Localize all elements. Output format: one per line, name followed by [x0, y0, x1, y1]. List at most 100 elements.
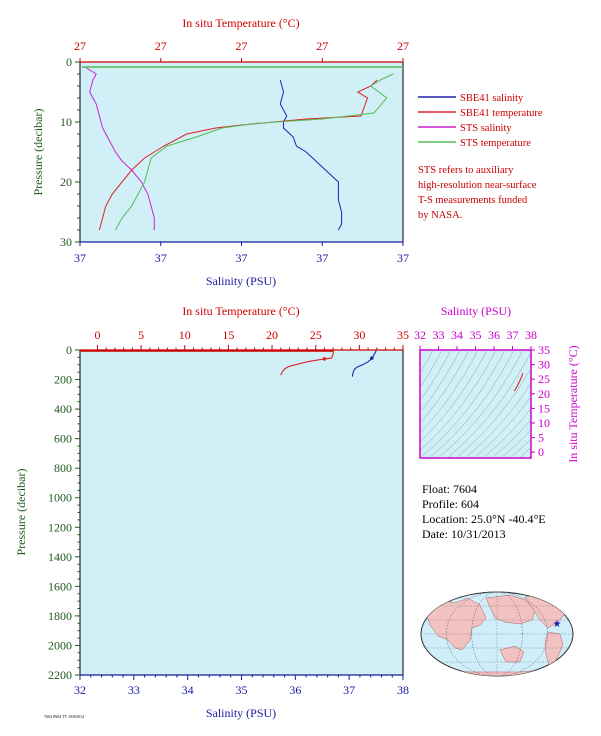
panel2-y-tick-label: 1800	[48, 609, 72, 623]
panel2-bottom-ticks: 32 33 34 35 36 37 38	[74, 674, 409, 697]
panel1-y-axis-title: Pressure (decibar)	[31, 109, 45, 196]
panel1-y-tick-label: 10	[60, 115, 72, 129]
panel2-series	[80, 350, 377, 377]
panel3-isopycnals	[420, 350, 531, 458]
panel3-plot-area	[419, 349, 532, 459]
date: Date: 10/31/2013	[422, 527, 506, 541]
panel1-bottom-tick-label: 37	[155, 251, 167, 265]
panel1-y-tick-label: 20	[60, 175, 72, 189]
panel2-y-tick-label: 2200	[48, 668, 72, 682]
panel3-right-tick-label: 0	[538, 445, 544, 459]
panel1-top-axis-title: In situ Temperature (°C)	[182, 16, 299, 30]
panel3-right-tick-label: 20	[538, 387, 550, 401]
panel2-y-tick-label: 1400	[48, 550, 72, 564]
legend: SBE41 salinity SBE41 temperature STS sal…	[418, 93, 543, 149]
panel3-top-tick-label: 35	[470, 328, 482, 342]
panel2-top-tick-label: 0	[94, 328, 100, 342]
panel3-isopycnal-line	[420, 350, 506, 458]
panel1-top-tick-label: 27	[155, 39, 167, 53]
panel2-top-tick-label: 30	[353, 328, 365, 342]
panel3-isopycnal-line	[420, 350, 470, 424]
panel3-right-axis-title: In situ Temperature (°C)	[566, 345, 580, 462]
panel2-top-axis-title: In situ Temperature (°C)	[182, 304, 299, 318]
panel3-isopycnal-line	[455, 367, 531, 458]
panel-ts-diagram: Salinity (PSU) 32 33 34 35 36 37 38 0510152025…	[414, 304, 580, 463]
panel3-top-tick-label: 32	[414, 328, 426, 342]
map-longitude-line	[446, 591, 548, 677]
panel3-isopycnal-line	[446, 351, 531, 458]
panel1-bottom-axis-title: Salinity (PSU)	[206, 274, 276, 288]
panel3-right-tick-label: 15	[538, 401, 550, 415]
panel3-isopycnal-line	[464, 382, 531, 458]
panel2-y-tick-label: 800	[54, 461, 72, 475]
panel3-right-tick-label: 5	[538, 431, 544, 445]
panel3-isopycnal-line	[437, 350, 524, 458]
panel2-plot-area	[79, 349, 404, 676]
panel3-top-axis-title: Salinity (PSU)	[441, 304, 511, 318]
panel1-plot-area	[79, 61, 404, 243]
panel2-top-tick-label: 5	[138, 328, 144, 342]
panel3-isopycnal-line	[509, 438, 531, 458]
panel3-isopycnal-line	[420, 350, 434, 374]
panel3-right-tick-label: 30	[538, 358, 550, 372]
panel2-bottom-tick-label: 34	[182, 683, 194, 697]
panel1-y-tick-label: 30	[60, 235, 72, 249]
panel1-top-tick-label: 27	[236, 39, 248, 53]
panel2-salinity-line	[351, 350, 377, 377]
panel3-right-tick-label: 35	[538, 343, 550, 357]
panel2-top-tick-label: 15	[222, 328, 234, 342]
panel2-y-axis-title: Pressure (decibar)	[14, 469, 28, 556]
panel2-top-tick-label: 35	[397, 328, 409, 342]
panel2-top-tick-label: 25	[310, 328, 322, 342]
panel3-ts-curve	[513, 373, 524, 392]
panel2-bottom-tick-label: 32	[74, 683, 86, 697]
panel1-series-line	[279, 79, 343, 231]
note-line-2: high-resolution near-surface	[418, 180, 537, 191]
panel2-y-tick-label: 0	[66, 343, 72, 357]
panel2-y-ticks: 0 200 400 600 800 1000 1200 1400 1600 1800 2000 220…	[48, 343, 80, 682]
panel1-top-ticks: 27 27 27 27 27	[74, 39, 409, 63]
panel3-isopycnal-line	[420, 350, 488, 443]
panel2-bottom-tick-label: 35	[236, 683, 248, 697]
panel2-y-tick-label: 2000	[48, 638, 72, 652]
map-graticule	[421, 591, 573, 677]
panel3-isopycnal-line	[420, 350, 461, 413]
panel3-isopycnal-line	[420, 350, 479, 434]
panel3-top-tick-label: 34	[451, 328, 463, 342]
panel3-series	[513, 373, 524, 392]
panel3-top-tick-label: 37	[507, 328, 519, 342]
panel1-top-tick-label: 27	[74, 39, 86, 53]
profile-id: Profile: 604	[422, 497, 479, 511]
panel1-bottom-tick-label: 37	[236, 251, 248, 265]
map-longitude-line	[471, 591, 523, 677]
panel3-isopycnal-line	[420, 350, 443, 389]
panel1-top-tick-label: 27	[397, 39, 409, 53]
panel2-bottom-tick-label: 33	[128, 683, 140, 697]
panel3-isopycnal-line	[500, 429, 531, 458]
map-land-africa-eurasia	[424, 597, 487, 651]
panel3-top-tick-label: 38	[525, 328, 537, 342]
sts-note: STS refers to auxiliary high-resolution …	[418, 165, 537, 221]
panel3-isopycnal-line	[428, 350, 515, 458]
map-land-asia	[485, 594, 536, 625]
legend-label-sbe41-salinity: SBE41 salinity	[460, 93, 524, 104]
float-info: Float: 7604 Profile: 604 Location: 25.0°…	[422, 482, 546, 541]
panel2-bottom-axis-title: Salinity (PSU)	[206, 706, 276, 720]
panel2-y-tick-label: 1200	[48, 520, 72, 534]
panel-full-profile: In situ Temperature (°C) 0 5 10 15 20 25 30 35 …	[14, 304, 409, 720]
panel2-top-tick-label: 20	[266, 328, 278, 342]
panel2-bottom-tick-label: 38	[397, 683, 409, 697]
panel3-isopycnal-line	[420, 350, 452, 402]
legend-label-sbe41-temperature: SBE41 temperature	[460, 108, 543, 119]
float-id: Float: 7604	[422, 482, 477, 496]
panel1-bottom-tick-label: 37	[316, 251, 328, 265]
panel2-temperature-point	[322, 357, 327, 361]
note-line-3: T-S measurements funded	[418, 195, 528, 206]
panel2-top-ticks: 0 5 10 15 20 25 30 35	[80, 328, 409, 351]
note-line-4: by NASA.	[418, 210, 462, 221]
panel3-isopycnal-line	[473, 395, 531, 458]
float-position-marker: ★	[553, 619, 562, 630]
panel2-bottom-tick-label: 36	[289, 683, 301, 697]
